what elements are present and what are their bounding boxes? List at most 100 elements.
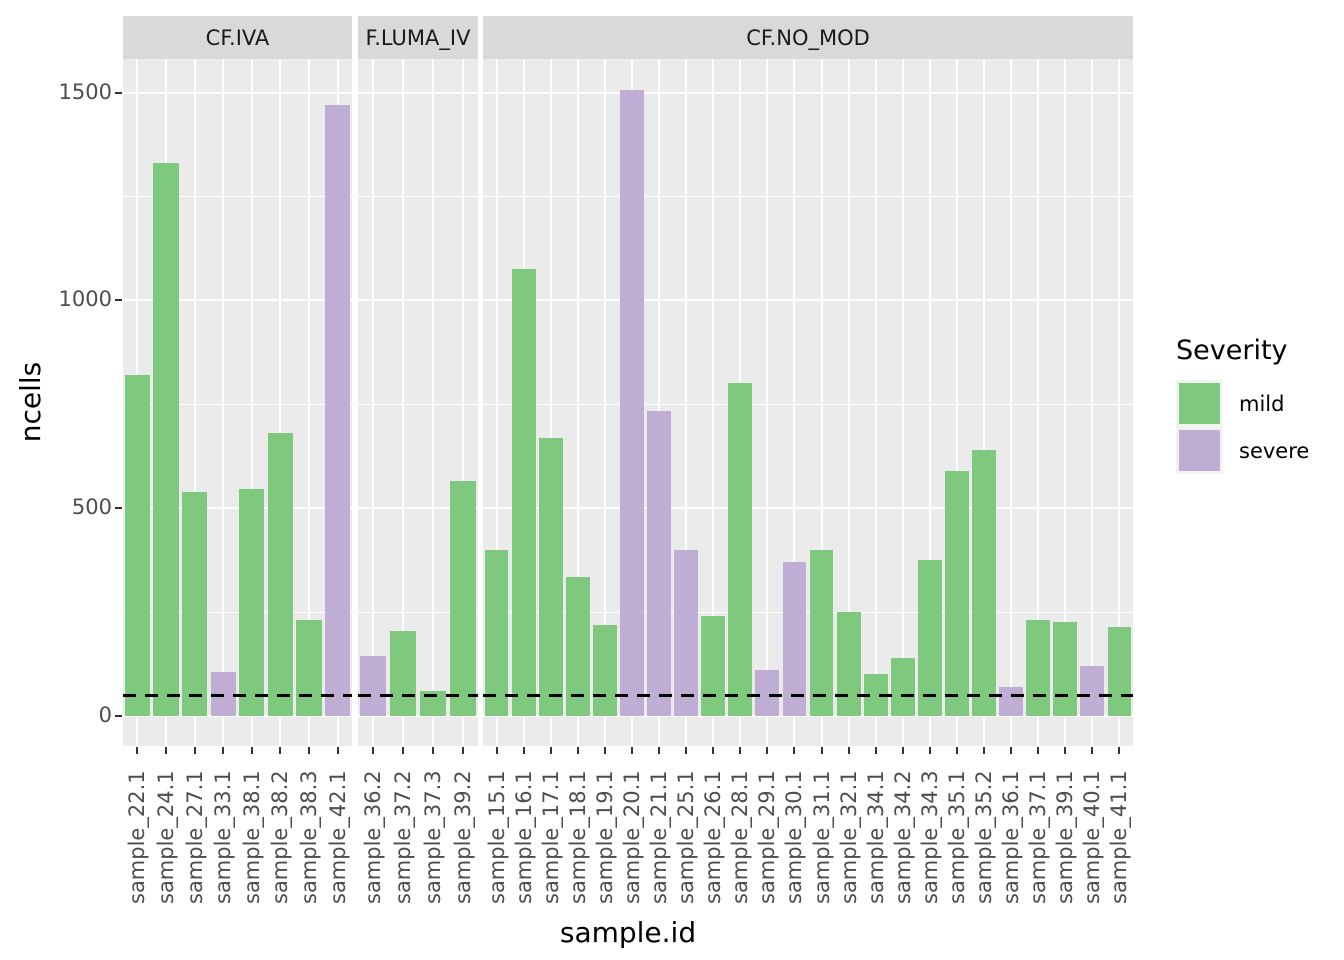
x-axis-tick-label: sample_29.1 xyxy=(755,770,780,904)
gridline-vertical xyxy=(549,59,552,746)
bar xyxy=(124,375,150,716)
facet-strip: CF.IVA xyxy=(123,16,352,59)
bar xyxy=(325,104,351,716)
x-axis-tick-label: sample_26.1 xyxy=(701,770,726,904)
x-axis-tick xyxy=(793,747,796,754)
x-axis-tick xyxy=(136,747,139,754)
facet-strip-label: F.LUMA_IV xyxy=(365,25,471,50)
bar xyxy=(181,491,208,716)
x-axis-tick-label: sample_28.1 xyxy=(728,770,753,904)
gridline-major xyxy=(483,507,1133,510)
x-axis-tick-label: sample_38.2 xyxy=(268,770,293,904)
x-axis-tick-label: sample_17.1 xyxy=(538,770,563,904)
facet-panel xyxy=(358,59,478,746)
facet-strip-label: CF.NO_MOD xyxy=(746,25,870,50)
bar xyxy=(239,489,265,716)
reference-dashed-line xyxy=(358,693,478,697)
legend-item-label: severe xyxy=(1239,438,1310,463)
x-axis-tick xyxy=(685,747,688,754)
bar xyxy=(782,562,807,716)
x-axis-tick-label: sample_30.1 xyxy=(782,770,807,904)
x-axis-tick-label: sample_27.1 xyxy=(182,770,207,904)
gridline-minor xyxy=(483,611,1133,613)
gridline-vertical xyxy=(901,59,904,746)
x-axis-tick-label: sample_18.1 xyxy=(565,770,590,904)
x-axis-tick xyxy=(955,747,958,754)
x-axis-tick-label: sample_35.2 xyxy=(972,770,997,904)
bar xyxy=(449,481,477,716)
x-axis-tick xyxy=(1064,747,1067,754)
gridline-vertical xyxy=(1037,59,1040,746)
x-axis-tick-label: sample_37.2 xyxy=(391,770,415,904)
gridline-vertical xyxy=(372,59,374,746)
x-axis-tick-label: sample_32.1 xyxy=(836,770,861,904)
facet-strip-label: CF.IVA xyxy=(205,25,270,50)
x-axis-tick-label: sample_15.1 xyxy=(484,770,509,904)
x-axis-tick xyxy=(222,747,225,754)
gridline-vertical xyxy=(576,59,579,746)
x-axis-tick xyxy=(336,747,339,754)
gridline-major xyxy=(123,299,352,302)
x-axis-tick-label: sample_24.1 xyxy=(153,770,178,904)
bar xyxy=(674,549,699,716)
facet-panel xyxy=(123,59,352,746)
x-axis-tick-label: sample_42.1 xyxy=(325,770,350,904)
gridline-vertical xyxy=(766,59,769,746)
x-axis-tick xyxy=(820,747,823,754)
gridline-major xyxy=(483,91,1133,94)
x-axis-tick-label: sample_37.3 xyxy=(421,770,445,904)
reference-dashed-line xyxy=(483,693,1133,697)
gridline-vertical xyxy=(712,59,715,746)
x-axis-tick xyxy=(1010,747,1013,754)
gridline-vertical xyxy=(250,59,253,746)
x-axis-tick-label: sample_21.1 xyxy=(647,770,672,904)
x-axis-tick xyxy=(766,747,769,754)
gridline-major xyxy=(358,91,478,94)
bar xyxy=(153,163,179,716)
y-axis-tick xyxy=(115,299,122,302)
bar xyxy=(511,269,536,716)
bar xyxy=(917,560,942,716)
x-axis-tick xyxy=(549,747,552,754)
bar xyxy=(565,576,590,716)
x-axis-tick xyxy=(193,747,196,754)
gridline-vertical xyxy=(222,59,225,746)
x-axis-tick-label: sample_16.1 xyxy=(511,770,536,904)
gridline-major xyxy=(123,715,352,717)
bar xyxy=(1080,666,1105,716)
x-axis-tick xyxy=(250,747,253,754)
gridline-minor xyxy=(358,403,478,405)
gridline-major xyxy=(358,299,478,302)
x-axis-tick xyxy=(279,747,282,754)
x-axis-tick-label: sample_31.1 xyxy=(809,770,834,904)
x-axis-tick xyxy=(874,747,877,754)
x-axis-tick xyxy=(308,747,311,754)
x-axis-tick xyxy=(712,747,715,754)
bar xyxy=(945,470,969,716)
x-axis-tick-label: sample_36.1 xyxy=(999,770,1024,904)
x-axis-tick-label: sample_20.1 xyxy=(619,770,644,904)
bar xyxy=(389,630,417,716)
bar xyxy=(890,657,915,716)
severe-swatch xyxy=(1179,430,1220,471)
gridline-vertical xyxy=(793,59,796,746)
legend-item: severe xyxy=(1176,427,1309,474)
y-axis-tick-label: 1000 xyxy=(58,287,112,312)
gridline-major xyxy=(123,507,352,510)
x-axis-tick-label: sample_19.1 xyxy=(592,770,617,904)
gridline-major xyxy=(358,715,478,717)
x-axis-tick xyxy=(522,747,525,754)
bar xyxy=(809,549,834,716)
bar xyxy=(1107,626,1132,716)
gridline-vertical xyxy=(462,59,464,746)
x-axis-tick-label: sample_22.1 xyxy=(125,770,150,904)
bar xyxy=(701,616,726,716)
bar xyxy=(267,433,294,716)
gridline-minor xyxy=(358,195,478,197)
x-axis-tick xyxy=(1091,747,1094,754)
y-axis-tick-label: 0 xyxy=(98,703,112,727)
x-axis-tick-label: sample_39.1 xyxy=(1053,770,1078,904)
x-axis-tick-label: sample_38.3 xyxy=(297,770,322,904)
bar xyxy=(592,624,617,716)
x-axis-tick xyxy=(901,747,904,754)
